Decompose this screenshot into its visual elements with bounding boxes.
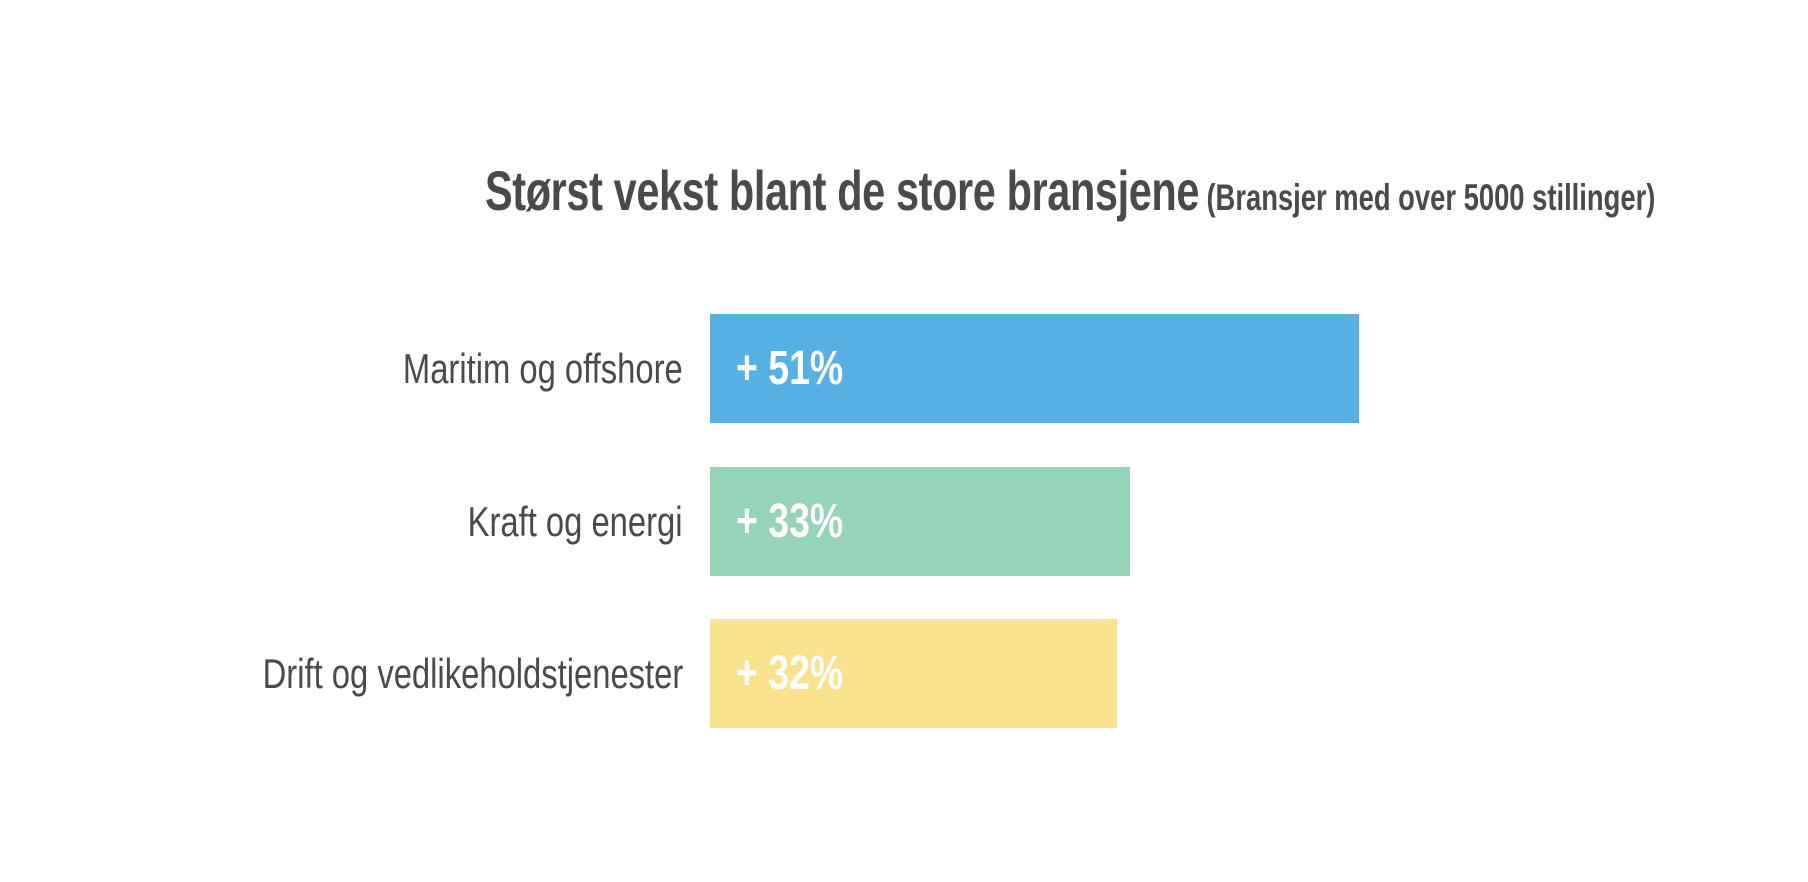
- bar-kraft-og-energi: + 33%: [710, 467, 1130, 576]
- bar-maritim-og-offshore: + 51%: [710, 314, 1359, 423]
- bar-row: Kraft og energi + 33%: [0, 467, 1808, 576]
- bar-drift-og-vedlikeholdstjenester: + 32%: [710, 619, 1117, 728]
- bar-value-label: + 33%: [736, 467, 873, 576]
- chart-subtitle: (Bransjer med over 5000 stillinger): [1206, 177, 1656, 218]
- bar-value-label: + 51%: [736, 314, 873, 423]
- bar-row: Drift og vedlikeholdstjenester + 32%: [0, 619, 1808, 728]
- bar-value-text: + 32%: [736, 647, 844, 700]
- category-label: Drift og vedlikeholdstjenester: [144, 619, 683, 728]
- bar-value-label: + 32%: [736, 619, 873, 728]
- chart-title-main: Størst vekst blant de store bransjene: [485, 159, 1200, 222]
- chart-title: Størst vekst blant de store bransjene (Br…: [485, 158, 1655, 228]
- bar-row: Maritim og offshore + 51%: [0, 314, 1808, 423]
- chart-title-text: Størst vekst blant de store bransjene (Br…: [485, 158, 1655, 223]
- category-label: Kraft og energi: [407, 467, 683, 576]
- category-label-text: Kraft og energi: [468, 498, 683, 545]
- bar-value-text: + 33%: [736, 495, 844, 548]
- category-label-text: Drift og vedlikeholdstjenester: [262, 650, 683, 697]
- category-label: Maritim og offshore: [324, 314, 683, 423]
- category-label-text: Maritim og offshore: [403, 345, 683, 392]
- bar-value-text: + 51%: [736, 342, 844, 395]
